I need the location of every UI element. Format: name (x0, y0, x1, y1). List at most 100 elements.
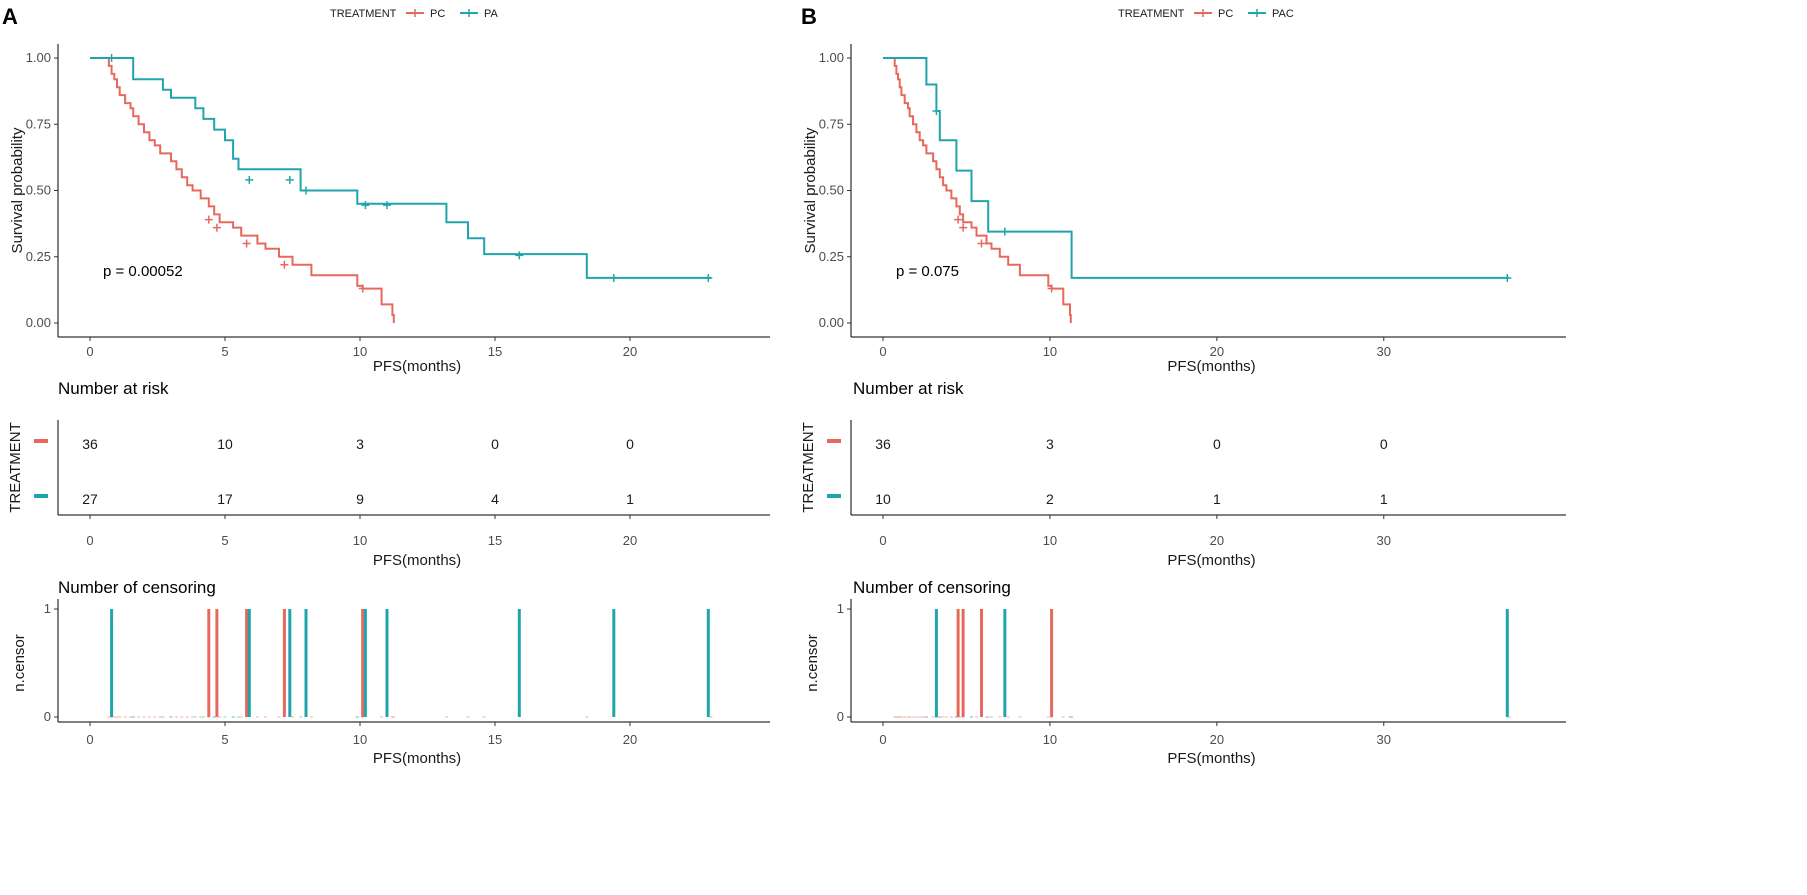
risk-count: 36 (875, 436, 891, 452)
x-tick-label: 0 (86, 344, 93, 359)
risk-count: 3 (1046, 436, 1054, 452)
censor-bar (1003, 609, 1007, 717)
y-tick-label: 0.75 (819, 116, 844, 131)
survival-curve-pc (90, 57, 395, 323)
censor-y-tick-label: 0 (837, 709, 844, 724)
risk-count: 3 (356, 436, 364, 452)
y-tick-label: 0.00 (26, 315, 51, 330)
risk-x-tick-label: 0 (879, 533, 886, 548)
censor-mark (959, 223, 968, 232)
risk-row-key (827, 439, 841, 443)
censor-y-tick-label: 1 (44, 601, 51, 616)
censor-bar (363, 609, 367, 717)
censor-bar (385, 609, 389, 717)
x-tick-label: 0 (879, 344, 886, 359)
risk-x-tick-label: 10 (1043, 533, 1057, 548)
risk-table-title: Number at risk (853, 379, 964, 398)
x-tick-label: 20 (1210, 344, 1224, 359)
censor-bar (612, 609, 616, 717)
censor-bar (934, 609, 938, 717)
censor-mark (245, 175, 254, 184)
risk-count: 9 (356, 491, 364, 507)
p-value-label: p = 0.075 (896, 263, 959, 280)
censor-bar (956, 609, 960, 717)
censor-mark (1047, 284, 1056, 293)
censor-mark (383, 201, 391, 210)
x-tick-label: 20 (623, 344, 637, 359)
censor-mark (280, 260, 289, 269)
survival-curve-pc (883, 57, 1072, 323)
risk-count: 0 (1213, 436, 1221, 452)
censor-x-tick-label: 0 (879, 732, 886, 747)
risk-count: 0 (1380, 436, 1388, 452)
risk-count: 0 (626, 436, 634, 452)
censor-mark (358, 284, 367, 293)
x-axis-title: PFS(months) (373, 358, 461, 375)
censor-bar (215, 609, 219, 717)
risk-x-tick-label: 20 (623, 533, 637, 548)
panel-label: B (801, 4, 817, 29)
risk-count: 10 (875, 491, 891, 507)
censor-mark (302, 186, 310, 195)
x-tick-label: 30 (1377, 344, 1391, 359)
censor-bar (110, 609, 114, 717)
p-value-label: p = 0.00052 (103, 263, 183, 280)
risk-x-tick-label: 5 (221, 533, 228, 548)
legend-title: TREATMENT (1118, 8, 1185, 20)
censor-y-tick-label: 0 (44, 709, 51, 724)
censor-bar (282, 609, 286, 717)
censor-bar (207, 609, 211, 717)
x-tick-label: 10 (353, 344, 367, 359)
risk-count: 36 (82, 436, 98, 452)
survival-curve-pac (883, 57, 1509, 279)
y-tick-label: 1.00 (26, 50, 51, 65)
censor-mark (609, 273, 618, 282)
censor-mark (954, 215, 963, 224)
risk-x-tick-label: 0 (86, 533, 93, 548)
censor-x-tick-label: 10 (1043, 732, 1057, 747)
risk-x-tick-label: 15 (488, 533, 502, 548)
censor-bar (245, 609, 249, 717)
censor-bar (706, 609, 710, 717)
censor-x-tick-label: 20 (623, 732, 637, 747)
y-axis-title: Survival probability (9, 127, 26, 253)
x-tick-label: 15 (488, 344, 502, 359)
censor-mark (204, 215, 213, 224)
legend-key-cross (1253, 9, 1261, 17)
risk-count: 0 (491, 436, 499, 452)
risk-table-title: Number at risk (58, 379, 169, 398)
censor-mark (242, 239, 251, 248)
censor-bar (517, 609, 521, 717)
censor-y-axis-title: n.censor (11, 634, 28, 692)
censor-mark (285, 175, 294, 184)
risk-row-key (827, 494, 841, 498)
risk-row-key (34, 439, 48, 443)
censor-x-axis-title: PFS(months) (1167, 750, 1255, 767)
censor-bar (288, 609, 292, 717)
legend-key-cross (411, 9, 419, 17)
censor-mark (107, 54, 116, 62)
risk-x-tick-label: 10 (353, 533, 367, 548)
censor-mark (977, 239, 986, 248)
legend-label: PA (484, 8, 499, 20)
legend-key-cross (465, 9, 473, 17)
risk-x-tick-label: 30 (1377, 533, 1391, 548)
censor-x-tick-label: 10 (353, 732, 367, 747)
censor-y-axis-title: n.censor (804, 634, 821, 692)
risk-count: 2 (1046, 491, 1054, 507)
y-tick-label: 0.75 (26, 116, 51, 131)
censor-y-tick-label: 1 (837, 601, 844, 616)
legend-label: PC (430, 8, 445, 20)
legend-title: TREATMENT (330, 8, 397, 20)
censor-mark (361, 201, 370, 210)
censor-mark (1503, 273, 1512, 282)
risk-x-axis-title: PFS(months) (1167, 552, 1255, 569)
censor-mark (932, 107, 941, 115)
y-tick-label: 0.50 (26, 183, 51, 198)
risk-y-axis-title: TREATMENT (800, 422, 817, 513)
risk-row-key (34, 494, 48, 498)
censor-x-tick-label: 20 (1210, 732, 1224, 747)
y-tick-label: 0.25 (819, 249, 844, 264)
